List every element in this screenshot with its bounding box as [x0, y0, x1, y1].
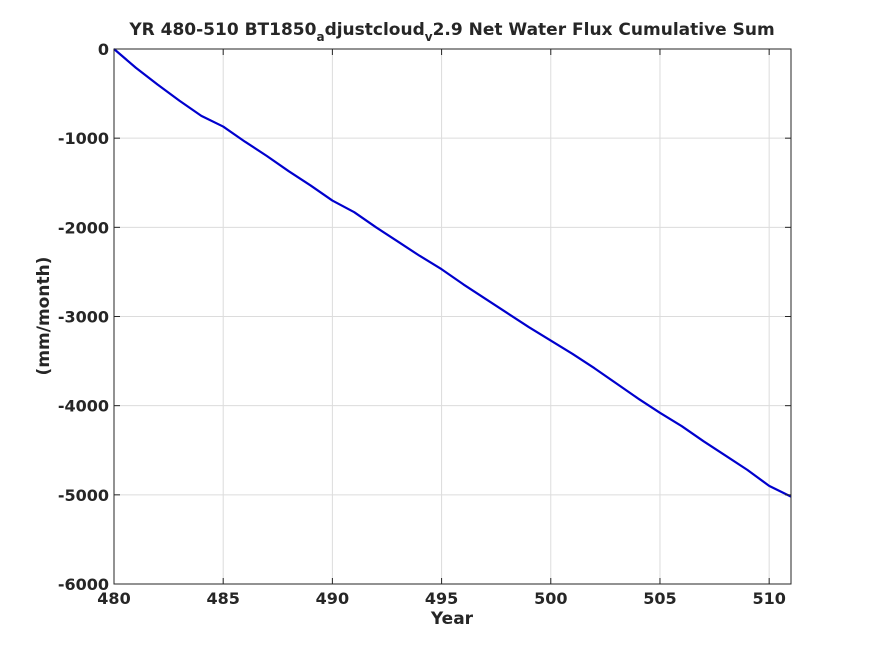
- tick-marks: [113, 48, 791, 585]
- x-tick-label: 480: [97, 589, 130, 608]
- y-tick-label: -1000: [58, 129, 109, 148]
- x-tick-label: 510: [752, 589, 785, 608]
- y-axis-label: (mm/month): [34, 257, 54, 376]
- y-tick-labels: 0 -1000 -2000 -3000 -4000 -5000 -6000: [58, 40, 109, 594]
- y-tick-label: -5000: [58, 486, 109, 505]
- x-tick-labels: 480 485 490 495 500 505 510: [97, 589, 786, 608]
- series-line: [113, 48, 792, 498]
- y-tick-label: -4000: [58, 397, 109, 416]
- series-layer: [113, 48, 792, 498]
- y-tick-label: -6000: [58, 575, 109, 594]
- x-tick-label: 505: [643, 589, 676, 608]
- y-tick-label: -3000: [58, 308, 109, 327]
- x-tick-label: 490: [316, 589, 349, 608]
- y-tick-label: -2000: [58, 218, 109, 237]
- x-tick-label: 500: [534, 589, 567, 608]
- chart-title: YR 480-510 BT1850adjustcloudv2.9 Net Wat…: [128, 20, 774, 44]
- y-tick-label: 0: [98, 40, 109, 59]
- x-axis-label: Year: [430, 609, 474, 629]
- x-tick-label: 485: [206, 589, 239, 608]
- x-tick-label: 495: [425, 589, 458, 608]
